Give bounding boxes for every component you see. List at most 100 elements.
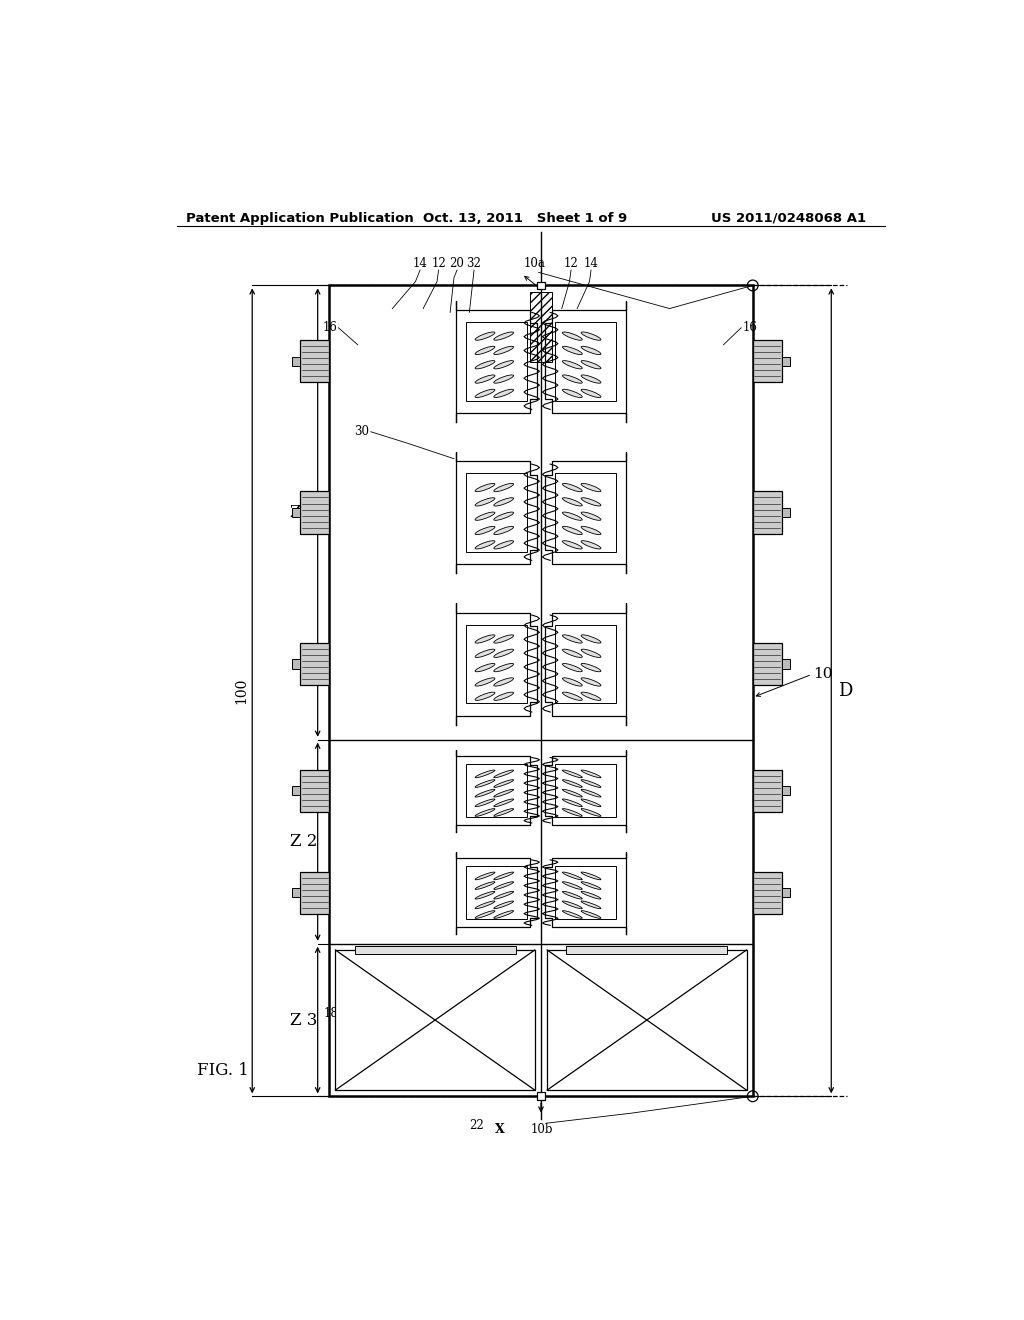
Ellipse shape (494, 677, 514, 686)
Ellipse shape (562, 664, 583, 672)
Ellipse shape (562, 780, 583, 788)
Bar (782, 888, 790, 898)
Ellipse shape (475, 635, 495, 643)
Ellipse shape (582, 770, 601, 777)
Ellipse shape (475, 649, 495, 657)
Ellipse shape (494, 375, 514, 383)
Ellipse shape (475, 360, 495, 368)
Ellipse shape (494, 360, 514, 368)
Ellipse shape (562, 911, 583, 919)
Ellipse shape (494, 692, 514, 701)
Ellipse shape (494, 891, 514, 899)
Ellipse shape (581, 527, 601, 535)
Ellipse shape (581, 346, 601, 355)
Ellipse shape (562, 498, 583, 506)
Bar (336, 950, 535, 1090)
Bar (555, 322, 616, 400)
Bar (300, 341, 330, 383)
Ellipse shape (581, 331, 601, 341)
Ellipse shape (494, 527, 514, 535)
Bar (555, 866, 616, 919)
Ellipse shape (494, 770, 514, 777)
Ellipse shape (582, 809, 601, 816)
Ellipse shape (562, 809, 583, 816)
Ellipse shape (475, 375, 495, 383)
Ellipse shape (562, 389, 583, 397)
Ellipse shape (562, 635, 583, 643)
Text: 20: 20 (450, 257, 465, 271)
Ellipse shape (494, 635, 514, 643)
Ellipse shape (475, 873, 495, 879)
Bar (753, 491, 782, 533)
Bar (753, 341, 782, 383)
Bar (782, 660, 790, 669)
Bar (566, 946, 727, 954)
Ellipse shape (562, 902, 583, 908)
Text: 12: 12 (431, 257, 445, 271)
Text: X: X (496, 1123, 505, 1137)
Text: 16: 16 (323, 321, 338, 334)
Ellipse shape (562, 799, 583, 807)
Text: 16: 16 (742, 321, 758, 334)
Bar (300, 770, 330, 812)
Text: 30: 30 (354, 425, 370, 438)
Ellipse shape (475, 331, 495, 341)
Ellipse shape (581, 635, 601, 643)
Text: 18: 18 (705, 1007, 719, 1019)
Bar (292, 508, 300, 517)
Ellipse shape (582, 902, 601, 908)
Ellipse shape (581, 677, 601, 686)
Ellipse shape (581, 483, 601, 491)
Bar (466, 474, 527, 552)
Text: 12: 12 (563, 257, 579, 271)
Ellipse shape (562, 512, 583, 520)
Ellipse shape (562, 770, 583, 777)
Ellipse shape (494, 512, 514, 520)
Text: US 2011/0248068 A1: US 2011/0248068 A1 (711, 213, 866, 224)
Ellipse shape (475, 541, 495, 549)
Text: 10b: 10b (531, 1123, 553, 1137)
Text: Z 1: Z 1 (290, 504, 317, 521)
Bar (530, 292, 552, 363)
Ellipse shape (562, 346, 583, 355)
Bar (300, 871, 330, 913)
Bar (547, 950, 746, 1090)
Ellipse shape (475, 770, 495, 777)
Bar (753, 871, 782, 913)
Bar (466, 764, 527, 817)
Ellipse shape (582, 780, 601, 788)
Text: 22: 22 (470, 1119, 484, 1133)
Ellipse shape (475, 677, 495, 686)
Ellipse shape (562, 541, 583, 549)
Bar (292, 660, 300, 669)
Ellipse shape (475, 664, 495, 672)
Ellipse shape (581, 498, 601, 506)
Text: 100: 100 (234, 677, 249, 704)
Ellipse shape (494, 873, 514, 879)
Ellipse shape (475, 911, 495, 919)
Bar (555, 764, 616, 817)
Bar (466, 322, 527, 400)
Ellipse shape (581, 512, 601, 520)
Bar (782, 787, 790, 796)
Bar (330, 285, 753, 1096)
Text: 10: 10 (813, 668, 834, 681)
Ellipse shape (475, 692, 495, 701)
Bar (782, 356, 790, 366)
Ellipse shape (494, 498, 514, 506)
Ellipse shape (494, 882, 514, 890)
Ellipse shape (581, 664, 601, 672)
Text: 32: 32 (467, 257, 481, 271)
Ellipse shape (494, 789, 514, 797)
Ellipse shape (494, 346, 514, 355)
Ellipse shape (562, 789, 583, 797)
Ellipse shape (475, 389, 495, 397)
Ellipse shape (475, 780, 495, 788)
Ellipse shape (562, 527, 583, 535)
Ellipse shape (494, 541, 514, 549)
Bar (538, 1093, 545, 1100)
Ellipse shape (582, 799, 601, 807)
Ellipse shape (494, 809, 514, 816)
Bar (300, 643, 330, 685)
Ellipse shape (494, 389, 514, 397)
